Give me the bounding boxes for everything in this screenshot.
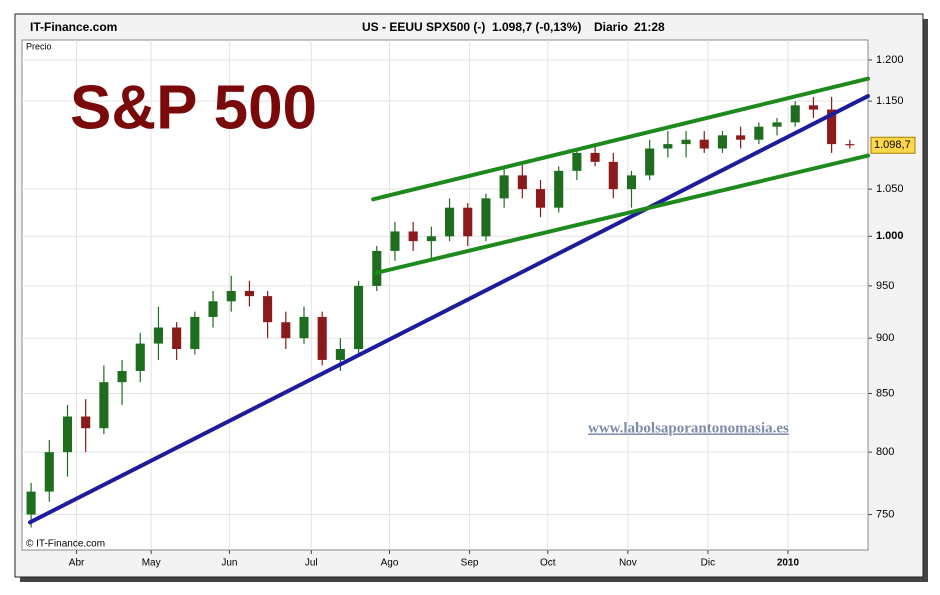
candle-body bbox=[626, 175, 637, 190]
candle-body bbox=[845, 144, 855, 146]
candle-body bbox=[481, 198, 491, 237]
candle-body bbox=[517, 175, 527, 190]
last-price-label: 1.098,7 bbox=[874, 139, 911, 151]
last-price-box bbox=[870, 136, 916, 154]
x-tick-label: 2010 bbox=[777, 558, 800, 569]
y-tick-label: 1.200 bbox=[876, 54, 904, 66]
candle-body bbox=[281, 322, 291, 339]
candle-body bbox=[263, 296, 273, 323]
watermark: www.labolsaporantonomasia.es bbox=[588, 420, 789, 436]
candle-body bbox=[499, 175, 509, 199]
candle-body bbox=[317, 316, 327, 360]
y-tick-label: 850 bbox=[876, 387, 894, 399]
y-tick-label: 800 bbox=[876, 446, 894, 458]
time: 21:28 bbox=[634, 20, 665, 34]
y-tick-label: 1.000 bbox=[876, 230, 904, 242]
y-tick-label: 900 bbox=[876, 332, 894, 344]
candle-body bbox=[426, 236, 436, 242]
candle-body bbox=[463, 207, 473, 237]
candle-body bbox=[827, 109, 837, 145]
candle-body bbox=[699, 139, 709, 149]
y-tick-label: 1.050 bbox=[876, 183, 904, 195]
site-name: IT-Finance.com bbox=[30, 20, 117, 34]
plot-layer bbox=[22, 40, 870, 550]
copyright: © IT-Finance.com bbox=[26, 539, 105, 550]
x-tick-label: Jun bbox=[221, 558, 237, 569]
x-tick-label: Jul bbox=[305, 558, 318, 569]
candle-body bbox=[572, 152, 582, 171]
candle-body bbox=[135, 343, 145, 371]
y-tick-label: 1.150 bbox=[876, 95, 904, 107]
candle-body bbox=[244, 291, 254, 297]
x-tick-label: Sep bbox=[461, 558, 479, 569]
period: Diario bbox=[594, 20, 628, 34]
candle-body bbox=[153, 327, 163, 344]
candle-body bbox=[808, 105, 818, 110]
candle-body bbox=[117, 370, 127, 383]
candle-body bbox=[590, 152, 600, 162]
x-tick-label: Ago bbox=[381, 558, 399, 569]
trend-line bbox=[371, 76, 870, 202]
y-tick-label: 750 bbox=[876, 508, 894, 520]
candle-body bbox=[190, 316, 200, 350]
candle-body bbox=[408, 231, 418, 242]
x-tick-label: Nov bbox=[619, 558, 637, 569]
candle-body bbox=[790, 105, 800, 123]
candle-body bbox=[226, 291, 236, 302]
quote: 1.098,7 (-0,13%) bbox=[492, 20, 581, 34]
x-tick-label: Oct bbox=[540, 558, 556, 569]
candle-body bbox=[172, 327, 182, 350]
candle-body bbox=[681, 139, 691, 145]
candle-body bbox=[26, 491, 36, 515]
candle-body bbox=[736, 135, 746, 140]
trend-line bbox=[28, 94, 870, 525]
candle-body bbox=[354, 285, 364, 350]
candle-body bbox=[99, 382, 109, 429]
candle-body bbox=[62, 416, 73, 453]
candle-body bbox=[44, 452, 54, 492]
y-label: Precio bbox=[26, 41, 52, 51]
trend-line bbox=[374, 153, 870, 275]
plot-area bbox=[21, 39, 869, 551]
candle-body bbox=[208, 301, 218, 317]
candle-body bbox=[554, 170, 564, 208]
candle-body bbox=[299, 316, 309, 339]
candle-body bbox=[390, 231, 400, 251]
x-tick-label: Abr bbox=[69, 558, 85, 569]
x-tick-label: Dic bbox=[701, 558, 715, 569]
candle-body bbox=[717, 135, 727, 149]
candle-body bbox=[335, 349, 345, 360]
candle-body bbox=[645, 148, 655, 176]
x-tick-label: May bbox=[142, 558, 161, 569]
candle-body bbox=[608, 161, 618, 190]
candle-body bbox=[372, 250, 382, 286]
candle-body bbox=[754, 126, 764, 140]
y-tick-label: 950 bbox=[876, 280, 894, 292]
candle-body bbox=[81, 416, 91, 429]
candle-body bbox=[663, 144, 673, 149]
candle-body bbox=[772, 122, 782, 127]
candle-body bbox=[445, 207, 455, 237]
chart-title: S&P 500 bbox=[70, 73, 317, 142]
candle-body bbox=[535, 189, 546, 208]
instrument: US - EEUU SPX500 (-) bbox=[362, 20, 485, 34]
